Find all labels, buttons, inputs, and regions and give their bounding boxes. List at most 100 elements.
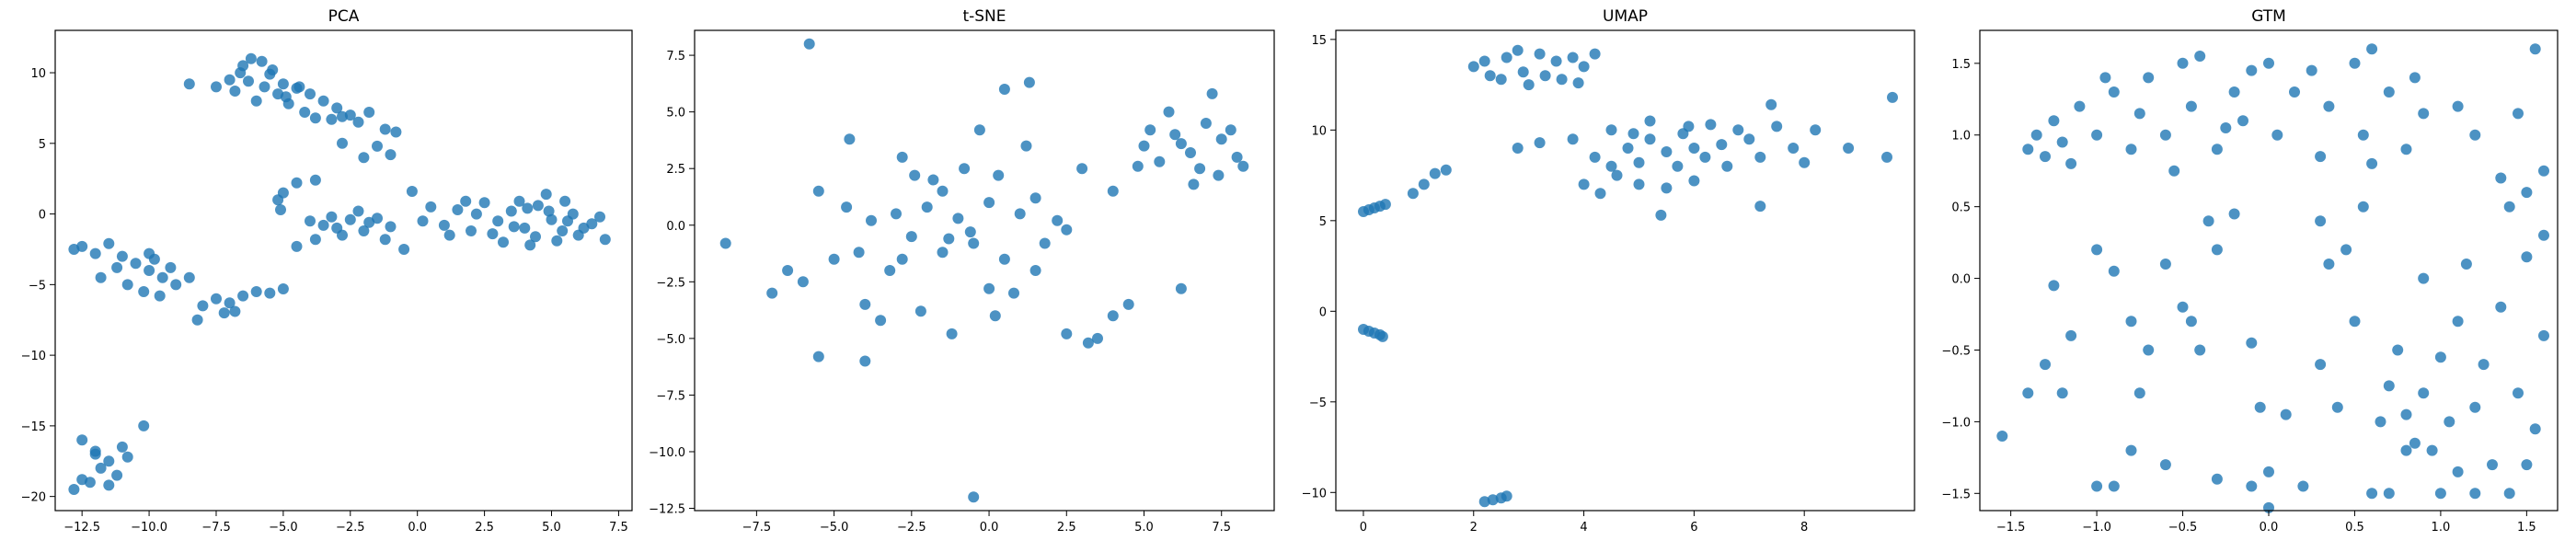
- scatter-point: [1788, 143, 1800, 154]
- scatter-point: [1132, 160, 1144, 172]
- scatter-point: [2478, 359, 2490, 371]
- scatter-point: [1843, 143, 1855, 154]
- scatter-point: [1052, 214, 1064, 226]
- scatter-point: [1163, 106, 1175, 118]
- scatter-point: [1379, 199, 1391, 211]
- scatter-point: [144, 247, 155, 259]
- scatter-point: [291, 240, 303, 252]
- scatter-point: [1407, 188, 1419, 200]
- scatter-point: [1039, 237, 1051, 249]
- scatter-point: [224, 74, 236, 86]
- scatter-point: [1539, 70, 1551, 82]
- scatter-point: [2495, 172, 2507, 184]
- scatter-point: [557, 225, 569, 236]
- scatter-point: [2091, 480, 2103, 492]
- scatter-point: [385, 149, 397, 161]
- x-tick-label: −10.0: [131, 521, 167, 535]
- scatter-point: [2315, 151, 2327, 163]
- scatter-point: [498, 236, 509, 248]
- scatter-point: [2237, 115, 2248, 127]
- scatter-point: [551, 235, 563, 247]
- scatter-point: [2185, 316, 2197, 328]
- scatter-point: [1029, 265, 1041, 276]
- scatter-point: [2056, 136, 2068, 148]
- x-tick-label: 1.5: [2517, 521, 2536, 535]
- scatter-point: [853, 247, 865, 259]
- scatter-point: [1092, 332, 1103, 344]
- scatter-point: [2125, 144, 2137, 155]
- scatter-point: [2065, 329, 2077, 341]
- scatter-point: [983, 282, 995, 294]
- y-tick-label: −10: [21, 350, 46, 363]
- scatter-point: [111, 469, 123, 481]
- scatter-point: [76, 434, 88, 446]
- scatter-point: [2133, 108, 2145, 120]
- scatter-point: [317, 219, 329, 231]
- scatter-point: [1169, 129, 1181, 141]
- scatter-point: [2040, 359, 2051, 371]
- scatter-point: [2030, 129, 2042, 141]
- scatter-point: [1661, 182, 1673, 194]
- scatter-point: [812, 185, 824, 197]
- scatter-point: [309, 174, 321, 186]
- scatter-point: [1107, 185, 1119, 197]
- scatter-point: [1512, 143, 1524, 154]
- scatter-point: [594, 211, 605, 223]
- scatter-point: [256, 55, 268, 67]
- scatter-point: [1644, 115, 1656, 127]
- scatter-point: [1754, 201, 1766, 213]
- scatter-point: [1688, 175, 1700, 187]
- scatter-point: [237, 290, 249, 302]
- scatter-point: [2487, 459, 2498, 471]
- scatter-point: [1550, 55, 1562, 67]
- x-tick-label: −0.5: [2168, 521, 2198, 535]
- scatter-point: [250, 95, 262, 107]
- x-tick-label: 2: [1470, 521, 1478, 535]
- scatter-point: [543, 205, 555, 217]
- scatter-point: [562, 215, 573, 227]
- y-tick-label: −10.0: [649, 446, 685, 460]
- scatter-point: [2418, 272, 2430, 284]
- scatter-point: [1225, 124, 1236, 136]
- plot-frame: [694, 29, 1275, 512]
- scatter-point: [116, 441, 128, 453]
- scatter-point: [183, 78, 195, 90]
- scatter-point: [1732, 124, 1744, 136]
- scatter-point: [68, 244, 80, 255]
- scatter-point: [2357, 129, 2369, 141]
- scatter-point: [1429, 167, 1441, 179]
- scatter-point: [492, 215, 504, 227]
- scatter-point: [797, 276, 809, 288]
- scatter-point: [1523, 79, 1535, 91]
- y-tick-label: 0.0: [1951, 273, 1971, 287]
- scatter-point: [267, 64, 279, 75]
- scatter-point: [2349, 57, 2361, 69]
- scatter-point: [2177, 57, 2189, 69]
- scatter-point: [211, 293, 222, 305]
- x-tick-label: −7.5: [742, 521, 772, 535]
- scatter-point: [803, 38, 815, 50]
- scatter-point: [2503, 488, 2515, 500]
- scatter-point: [1213, 169, 1225, 181]
- y-tick-label: −10: [1302, 487, 1327, 500]
- scatter-point: [443, 229, 455, 241]
- scatter-point: [998, 84, 1010, 95]
- scatter-point: [1376, 330, 1388, 342]
- scatter-point: [2434, 351, 2446, 363]
- x-tick-label: 0.0: [980, 521, 999, 535]
- scatter-point: [344, 213, 356, 225]
- scatter-point: [1594, 188, 1606, 200]
- scatter-point: [363, 216, 375, 228]
- scatter-point: [2263, 57, 2274, 69]
- scatter-point: [2323, 259, 2335, 270]
- scatter-point: [293, 81, 305, 93]
- x-tick-label: −1.0: [2082, 521, 2111, 535]
- scatter-point: [2048, 115, 2060, 127]
- scatter-panel-1: PCA −12.5 −10.0 −7.5 −5.0 −2.5 0.0 2.5 5.0 7.5 −20…: [21, 7, 633, 535]
- scatter-point: [866, 214, 877, 226]
- scatter-point: [524, 239, 536, 251]
- y-tick-label: 7.5: [666, 50, 685, 63]
- x-tick-label: 0.0: [408, 521, 427, 535]
- scatter-point: [532, 200, 544, 212]
- scatter-point: [390, 126, 402, 138]
